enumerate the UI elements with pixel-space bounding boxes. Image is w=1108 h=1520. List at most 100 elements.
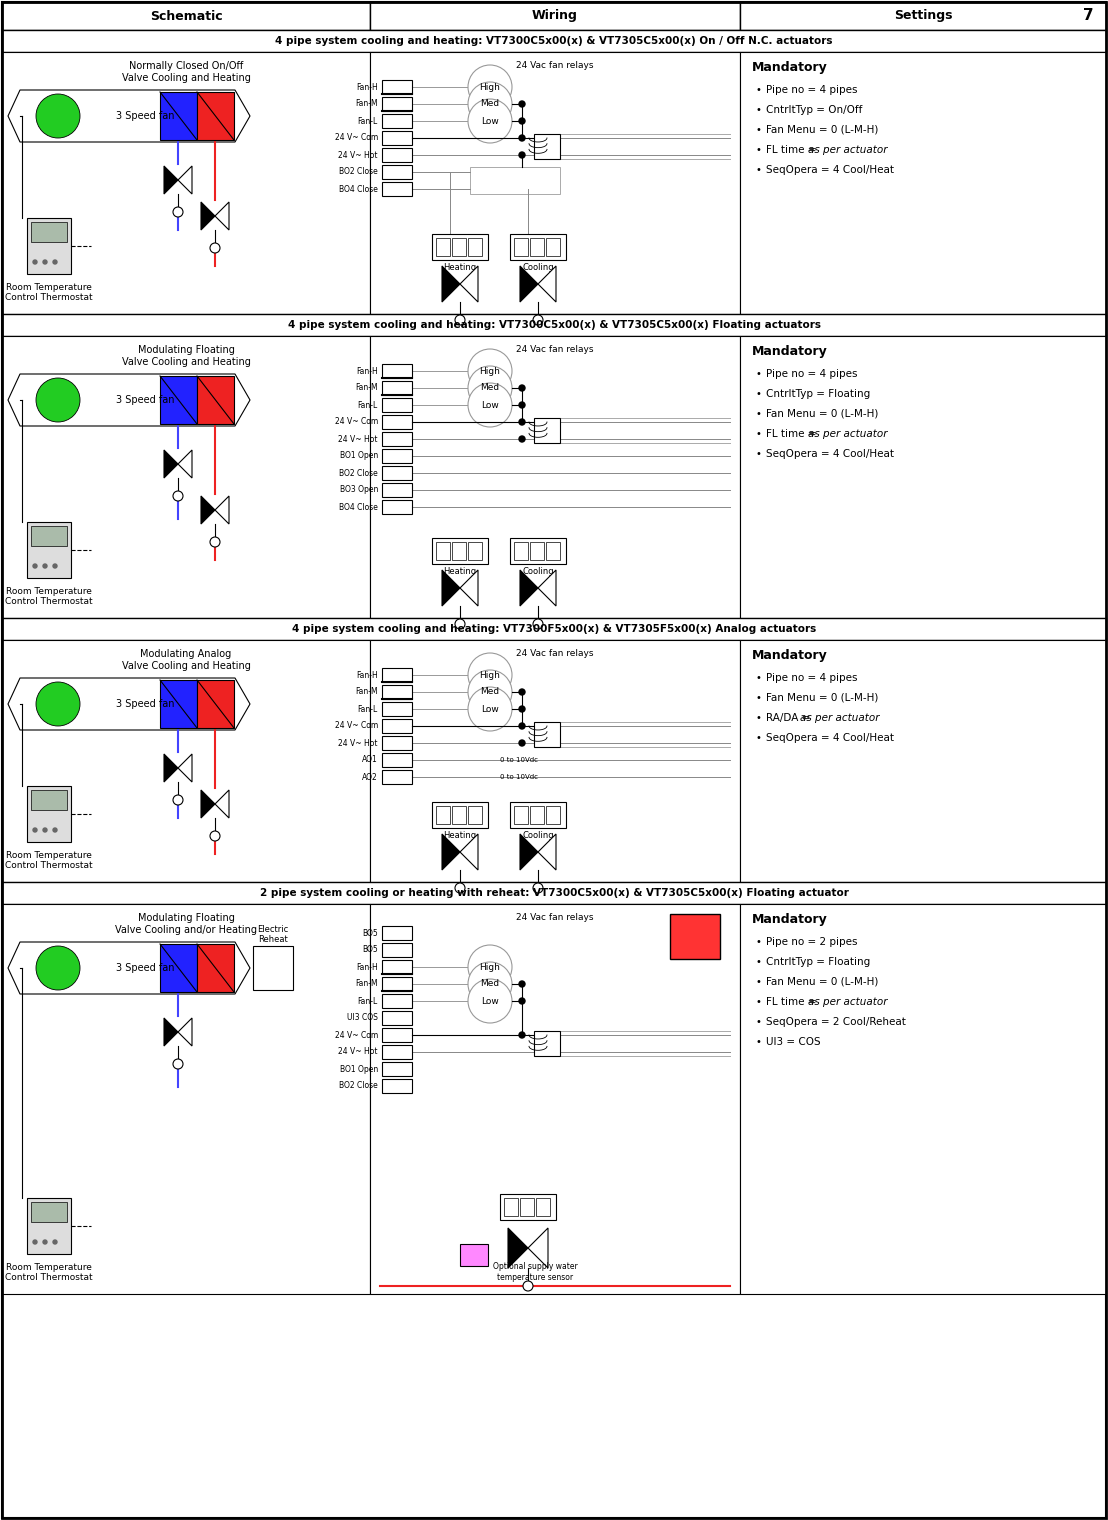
- Circle shape: [211, 831, 220, 841]
- Text: as per actuator: as per actuator: [808, 997, 888, 1008]
- Text: Reheat: Reheat: [258, 935, 288, 944]
- Text: Heating: Heating: [443, 830, 476, 839]
- Bar: [382, 415, 412, 429]
- Polygon shape: [215, 496, 229, 524]
- Text: CntrltTyp = Floating: CntrltTyp = Floating: [766, 389, 870, 400]
- Text: Fan Menu = 0 (L-M-H): Fan Menu = 0 (L-M-H): [766, 693, 879, 702]
- Text: Fan-H: Fan-H: [357, 962, 378, 971]
- Circle shape: [173, 1059, 183, 1069]
- Circle shape: [468, 383, 512, 427]
- Text: 24 V~ Com: 24 V~ Com: [335, 418, 378, 427]
- Bar: [382, 926, 412, 939]
- Polygon shape: [164, 450, 178, 477]
- Text: •: •: [755, 166, 761, 175]
- Circle shape: [35, 378, 80, 423]
- Circle shape: [519, 420, 525, 426]
- Bar: [197, 93, 234, 140]
- Polygon shape: [164, 754, 178, 781]
- Circle shape: [468, 350, 512, 394]
- Circle shape: [468, 366, 512, 410]
- Circle shape: [519, 689, 525, 695]
- Circle shape: [519, 1032, 525, 1038]
- Bar: [31, 1202, 66, 1222]
- Bar: [437, 543, 450, 559]
- Text: BO1 Open: BO1 Open: [340, 1064, 378, 1073]
- Circle shape: [33, 564, 37, 568]
- Text: Low: Low: [481, 704, 499, 713]
- Text: 24 Vac fan relays: 24 Vac fan relays: [516, 61, 594, 70]
- Text: CntrltTyp = Floating: CntrltTyp = Floating: [766, 958, 870, 967]
- Circle shape: [519, 119, 525, 125]
- Bar: [740, 52, 1106, 315]
- Text: •: •: [755, 673, 761, 682]
- Circle shape: [468, 670, 512, 714]
- Circle shape: [468, 99, 512, 143]
- Bar: [382, 752, 412, 768]
- Text: BO1 Open: BO1 Open: [340, 451, 378, 461]
- Bar: [382, 448, 412, 464]
- Circle shape: [519, 436, 525, 442]
- Circle shape: [43, 828, 47, 831]
- Bar: [27, 521, 71, 578]
- Polygon shape: [164, 1018, 178, 1046]
- Text: •: •: [755, 448, 761, 459]
- Polygon shape: [178, 754, 192, 781]
- Bar: [160, 679, 197, 728]
- Text: Fan Menu = 0 (L-M-H): Fan Menu = 0 (L-M-H): [766, 409, 879, 420]
- Polygon shape: [460, 570, 478, 606]
- Bar: [2, 315, 1106, 336]
- Circle shape: [468, 82, 512, 126]
- Bar: [370, 52, 740, 315]
- Bar: [382, 97, 412, 111]
- Circle shape: [519, 385, 525, 391]
- Text: Fan-H: Fan-H: [357, 82, 378, 91]
- Text: Fan-L: Fan-L: [358, 997, 378, 1006]
- Text: 4 pipe system cooling and heating: VT7300C5x00(x) & VT7305C5x00(x) Floating actu: 4 pipe system cooling and heating: VT730…: [287, 321, 821, 330]
- Circle shape: [53, 1240, 57, 1243]
- Text: Fan-M: Fan-M: [356, 99, 378, 108]
- Text: 3 Speed fan: 3 Speed fan: [115, 699, 174, 708]
- Bar: [382, 166, 412, 179]
- Polygon shape: [201, 202, 215, 230]
- Text: Low: Low: [481, 997, 499, 1006]
- Text: Fan-L: Fan-L: [358, 117, 378, 126]
- Bar: [382, 702, 412, 716]
- Text: Pipe no = 4 pipes: Pipe no = 4 pipes: [766, 85, 858, 94]
- Text: BO4 Close: BO4 Close: [339, 184, 378, 193]
- Bar: [2, 336, 370, 619]
- Text: Mandatory: Mandatory: [752, 649, 828, 663]
- Bar: [534, 722, 560, 746]
- Text: Room Temperature: Room Temperature: [6, 587, 92, 596]
- Text: Control Thermostat: Control Thermostat: [6, 293, 93, 302]
- Bar: [382, 1046, 412, 1059]
- Circle shape: [533, 619, 543, 629]
- Circle shape: [53, 260, 57, 264]
- Text: Med: Med: [481, 687, 500, 696]
- Text: •: •: [755, 1037, 761, 1047]
- Polygon shape: [442, 834, 460, 869]
- Bar: [197, 375, 234, 424]
- Polygon shape: [201, 496, 215, 524]
- Circle shape: [35, 682, 80, 727]
- Text: Wiring: Wiring: [532, 9, 578, 23]
- Text: Fan-H: Fan-H: [357, 366, 378, 375]
- Circle shape: [519, 100, 525, 106]
- Bar: [432, 803, 488, 828]
- Text: Room Temperature: Room Temperature: [6, 1263, 92, 1272]
- Bar: [382, 771, 412, 784]
- Text: Heating: Heating: [443, 263, 476, 272]
- Bar: [437, 239, 450, 255]
- Text: Fan-L: Fan-L: [358, 400, 378, 409]
- Text: 24 Vac fan relays: 24 Vac fan relays: [516, 345, 594, 354]
- Text: •: •: [755, 713, 761, 724]
- Polygon shape: [507, 1228, 529, 1268]
- Bar: [31, 526, 66, 546]
- Circle shape: [468, 979, 512, 1023]
- Text: BO4 Close: BO4 Close: [339, 503, 378, 512]
- Text: •: •: [755, 693, 761, 702]
- Circle shape: [468, 654, 512, 698]
- Text: Cooling: Cooling: [522, 263, 554, 272]
- Bar: [452, 543, 466, 559]
- Text: Pipe no = 4 pipes: Pipe no = 4 pipes: [766, 673, 858, 682]
- Bar: [452, 806, 466, 824]
